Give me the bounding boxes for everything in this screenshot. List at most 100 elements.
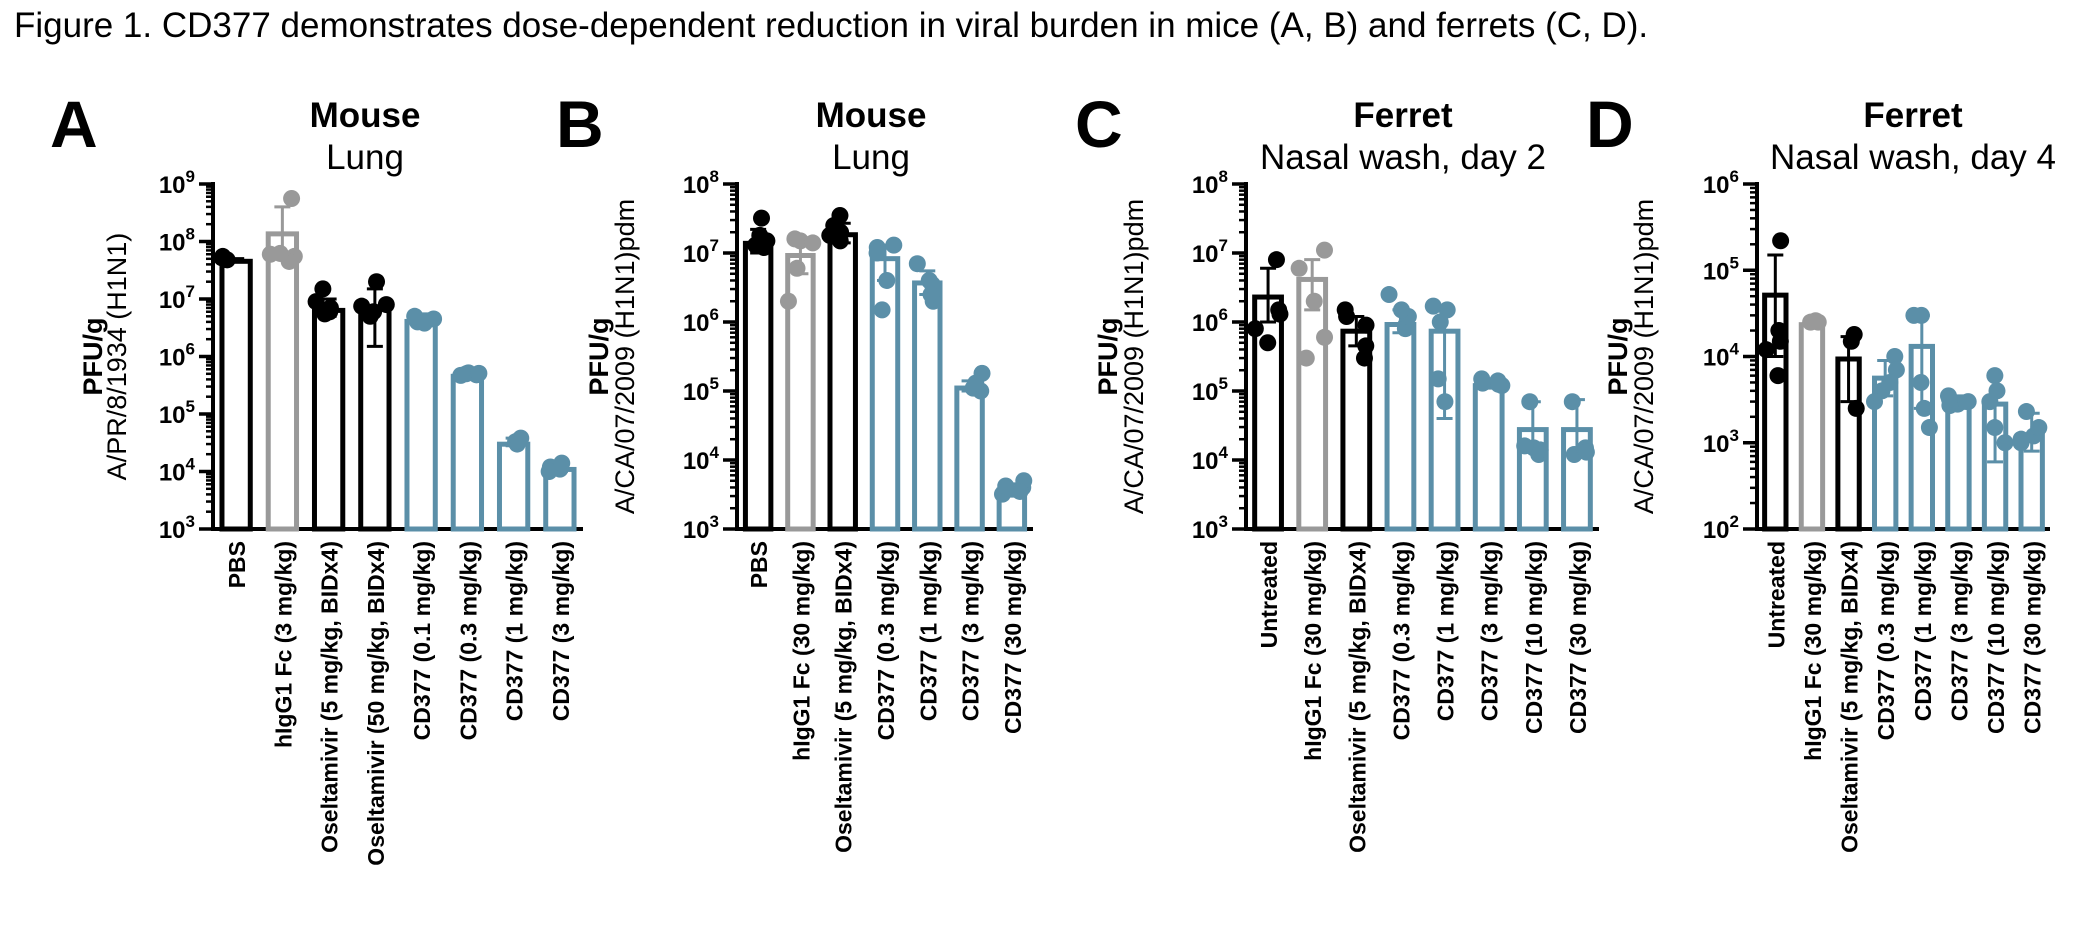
x-tick-label: CD377 (1 mg/kg) bbox=[1433, 541, 1459, 721]
data-point bbox=[540, 463, 558, 480]
data-point bbox=[1912, 306, 1930, 324]
data-point bbox=[1429, 370, 1447, 388]
bar bbox=[742, 240, 774, 532]
data-point bbox=[1531, 441, 1549, 459]
bar bbox=[1296, 276, 1329, 532]
x-tick-label: CD377 (0.3 mg/kg) bbox=[1388, 541, 1414, 740]
y-tick-label: 106 bbox=[683, 305, 719, 337]
x-tick-label: CD377 (3 mg/kg) bbox=[958, 541, 984, 721]
data-point bbox=[821, 226, 839, 244]
y-tick-label: 106 bbox=[1703, 167, 1739, 199]
data-point bbox=[2017, 403, 2035, 421]
data-point bbox=[1297, 349, 1315, 367]
panel-subtitle: Nasal wash, day 4 bbox=[1770, 138, 2056, 177]
panel-title: Mouse bbox=[310, 96, 421, 135]
data-point bbox=[553, 454, 571, 472]
bar bbox=[827, 232, 858, 532]
x-tick-label: CD377 (30 mg/kg) bbox=[2020, 541, 2046, 734]
bar bbox=[954, 385, 985, 532]
data-point bbox=[470, 364, 488, 382]
x-tick-label: hIgG1 Fc (3 mg/kg) bbox=[270, 541, 296, 748]
data-point bbox=[1881, 373, 1899, 391]
y-tick-label: 104 bbox=[1192, 443, 1229, 475]
y-tick-label: 103 bbox=[1192, 512, 1228, 544]
x-tick-label: CD377 (30 mg/kg) bbox=[1000, 541, 1026, 734]
x-tick-label: Untreated bbox=[1763, 541, 1789, 648]
data-point bbox=[214, 247, 232, 265]
y-axis-label: PFU/g bbox=[1093, 318, 1123, 396]
data-point bbox=[307, 293, 325, 311]
x-tick-label: CD377 (3 mg/kg) bbox=[1477, 541, 1503, 721]
y-axis-sublabel: A/CA/07/2009 (H1N1)pdm bbox=[610, 199, 640, 514]
data-point bbox=[1380, 286, 1398, 304]
data-point bbox=[1772, 232, 1790, 250]
x-tick-label: Untreated bbox=[1256, 541, 1282, 648]
y-tick-label: 105 bbox=[683, 374, 719, 406]
data-point bbox=[1246, 320, 1264, 338]
data-point bbox=[1431, 313, 1449, 331]
data-point bbox=[922, 286, 940, 304]
data-point bbox=[997, 477, 1015, 495]
data-point bbox=[1490, 375, 1508, 393]
bar bbox=[869, 256, 901, 532]
data-point bbox=[353, 297, 371, 315]
data-point bbox=[1887, 361, 1905, 379]
y-tick-label: 103 bbox=[683, 512, 719, 544]
data-point bbox=[788, 259, 806, 277]
y-tick-label: 108 bbox=[1192, 167, 1228, 199]
data-point bbox=[1290, 259, 1308, 277]
data-point bbox=[1267, 251, 1285, 269]
y-tick-label: 102 bbox=[1703, 512, 1739, 544]
data-point bbox=[1986, 367, 2004, 385]
data-point bbox=[1392, 301, 1410, 319]
data-point bbox=[314, 280, 332, 298]
data-point bbox=[1757, 341, 1775, 359]
x-tick-label: CD377 (0.3 mg/kg) bbox=[455, 541, 481, 740]
bar bbox=[219, 258, 253, 532]
data-point bbox=[1270, 301, 1288, 319]
data-point bbox=[779, 292, 797, 310]
data-point bbox=[1842, 332, 1860, 350]
data-point bbox=[1996, 434, 2014, 452]
data-point bbox=[1912, 373, 1930, 391]
y-tick-label: 104 bbox=[1703, 340, 1740, 372]
x-tick-label: PBS bbox=[224, 541, 250, 588]
data-point bbox=[1988, 382, 2006, 400]
y-tick-label: 108 bbox=[683, 167, 719, 199]
bar bbox=[496, 441, 531, 532]
data-point bbox=[415, 314, 433, 332]
x-tick-label: CD377 (0.3 mg/kg) bbox=[873, 541, 899, 740]
x-tick-label: CD377 (30 mg/kg) bbox=[1565, 541, 1591, 734]
data-point bbox=[1424, 297, 1442, 315]
data-point bbox=[321, 303, 339, 321]
x-tick-label: Oseltamivir (5 mg/kg, BIDx4) bbox=[1837, 541, 1863, 853]
x-tick-label: Oseltamivir (5 mg/kg, BIDx4) bbox=[317, 541, 343, 853]
data-point bbox=[1847, 399, 1865, 417]
bar bbox=[912, 280, 943, 532]
x-tick-label: hIgG1 Fc (30 mg/kg) bbox=[788, 541, 814, 761]
x-tick-label: PBS bbox=[746, 541, 772, 588]
data-point bbox=[510, 431, 528, 449]
panel-letter-b: B bbox=[556, 87, 604, 161]
y-axis-sublabel: A/CA/07/2009 (H1N1)pdm bbox=[1629, 199, 1659, 514]
panel-letter-a: A bbox=[50, 87, 98, 161]
x-tick-label: Oseltamivir (50 mg/kg, BIDx4) bbox=[363, 541, 389, 866]
panel-subtitle: Nasal wash, day 2 bbox=[1260, 138, 1546, 177]
panel-subtitle: Lung bbox=[832, 138, 910, 177]
data-point bbox=[1920, 419, 1938, 437]
y-tick-label: 107 bbox=[683, 236, 719, 268]
y-axis-label: PFU/g bbox=[1603, 318, 1633, 396]
panel-title: Ferret bbox=[1863, 96, 1963, 135]
data-point bbox=[368, 273, 386, 291]
bar bbox=[311, 307, 346, 532]
x-tick-label: hIgG1 Fc (30 mg/kg) bbox=[1300, 541, 1326, 761]
x-tick-label: CD377 (3 mg/kg) bbox=[1946, 541, 1972, 721]
figure-caption: Figure 1. CD377 demonstrates dose-depend… bbox=[14, 6, 1649, 45]
y-tick-label: 108 bbox=[159, 225, 195, 257]
data-point bbox=[878, 271, 896, 289]
data-point bbox=[804, 234, 822, 252]
y-tick-label: 109 bbox=[159, 167, 195, 199]
data-point bbox=[1338, 308, 1356, 326]
data-point bbox=[1959, 393, 1977, 411]
